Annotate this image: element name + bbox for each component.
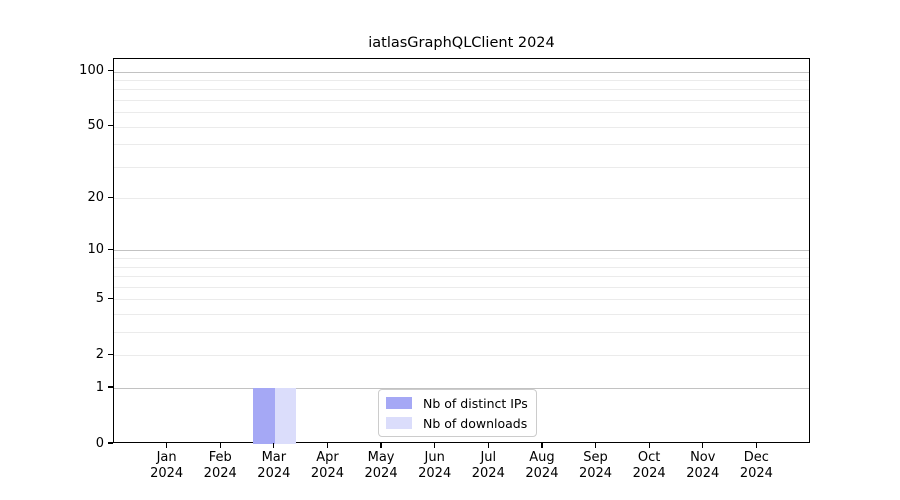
gridline-minor (114, 144, 809, 146)
x-tick-mark (434, 443, 436, 448)
y-tick-label: 1 (95, 379, 104, 395)
y-tick-mark (108, 196, 113, 198)
x-tick-mark (702, 443, 704, 448)
gridline-minor (114, 126, 809, 128)
gridline-minor (114, 355, 809, 357)
gridline-minor (114, 166, 809, 168)
x-tick-mark (166, 443, 168, 448)
y-tick-label: 10 (87, 241, 104, 257)
x-tick-label: Feb 2024 (203, 450, 237, 481)
y-tick-label: 2 (95, 346, 104, 362)
gridline-minor (114, 276, 809, 278)
gridline-minor (114, 79, 809, 81)
x-tick-mark (755, 443, 757, 448)
x-tick-mark (219, 443, 221, 448)
gridline-minor (114, 198, 809, 200)
y-tick-mark (108, 353, 113, 355)
y-tick-mark (108, 125, 113, 127)
gridline-minor (114, 89, 809, 91)
y-tick-mark (108, 297, 113, 299)
x-tick-label: Oct 2024 (632, 450, 666, 481)
y-tick-mark (108, 69, 113, 72)
x-tick-label: Sep 2024 (578, 450, 613, 481)
gridline-minor (114, 314, 809, 316)
x-tick-label: Apr 2024 (310, 450, 344, 481)
chart-title: iatlasGraphQLClient 2024 (368, 35, 555, 51)
legend-item-downloads: Nb of downloads (386, 415, 528, 431)
gridline-minor (114, 258, 809, 260)
x-tick-label: Nov 2024 (686, 450, 720, 481)
legend-swatch-distinct-ips (386, 397, 412, 409)
gridline-major (114, 71, 809, 73)
legend: Nb of distinct IPs Nb of downloads (378, 389, 537, 437)
gridline-minor (114, 266, 809, 268)
legend-swatch-downloads (386, 417, 412, 429)
gridline-minor (114, 99, 809, 101)
plot-area (113, 58, 810, 444)
x-tick-label: Jan 2024 (150, 450, 184, 481)
x-tick-label: Mar 2024 (257, 450, 291, 481)
y-tick-label: 5 (95, 290, 104, 306)
y-tick-mark (108, 442, 113, 444)
x-tick-label: Jul 2024 (471, 450, 505, 481)
x-tick-mark (487, 443, 489, 448)
gridline-minor (114, 286, 809, 288)
x-tick-label: Aug 2024 (525, 450, 559, 481)
gridline-minor (114, 112, 809, 114)
bar-nb-of-distinct-ips (253, 388, 275, 444)
gridline-major (114, 388, 809, 390)
y-tick-label: 50 (87, 118, 104, 134)
x-tick-mark (326, 443, 329, 448)
x-tick-mark (594, 443, 597, 448)
y-tick-mark (108, 386, 113, 388)
legend-item-distinct-ips: Nb of distinct IPs (386, 395, 528, 411)
y-tick-mark (108, 248, 113, 251)
bar-nb-of-downloads (274, 388, 297, 444)
x-tick-label: Jun 2024 (418, 450, 452, 481)
legend-label-downloads: Nb of downloads (423, 415, 528, 431)
gridline-major (114, 250, 809, 252)
y-tick-label: 0 (95, 435, 104, 451)
x-tick-mark (541, 443, 543, 448)
y-tick-label: 20 (87, 189, 104, 205)
x-tick-mark (380, 443, 382, 448)
y-tick-label: 100 (79, 63, 104, 79)
x-tick-label: May 2024 (364, 450, 398, 481)
x-tick-mark (648, 443, 650, 448)
legend-label-distinct-ips: Nb of distinct IPs (423, 395, 528, 411)
x-tick-label: Dec 2024 (739, 450, 773, 481)
x-tick-mark (273, 443, 275, 448)
gridline-minor (114, 332, 809, 334)
gridline-minor (114, 299, 809, 301)
